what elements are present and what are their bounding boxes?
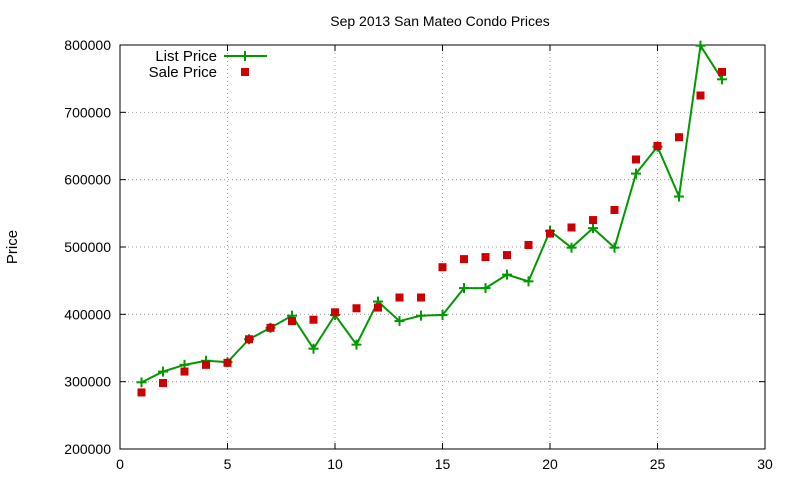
series-layer (136, 40, 727, 397)
sale-price-point (460, 255, 468, 264)
y-tick-label: 300000 (64, 374, 111, 390)
list-price-point (480, 283, 491, 294)
sale-price-point (696, 91, 705, 100)
list-price-point (695, 40, 706, 51)
list-price-point (631, 168, 641, 179)
legend-label: List Price (155, 48, 217, 65)
sale-price-point (395, 293, 404, 302)
y-tick-label: 200000 (64, 441, 111, 457)
list-price-point (437, 310, 448, 321)
list-price-point (158, 366, 168, 377)
sale-price-point (718, 67, 726, 76)
sale-price-point (653, 142, 662, 150)
legend-item-sale-price: Sale Price (149, 64, 249, 81)
list-price-point (609, 242, 620, 253)
legend-marker (240, 51, 250, 61)
list-price-point (351, 339, 362, 350)
list-price-series (136, 40, 727, 388)
list-price-point (523, 276, 534, 287)
y-tick-label: 800000 (64, 37, 111, 53)
y-tick-label: 400000 (64, 306, 111, 322)
list-price-point (674, 191, 684, 202)
sale-price-point (675, 133, 683, 142)
sale-price-point (589, 216, 597, 225)
y-tick-label: 700000 (64, 104, 111, 120)
sale-price-point (417, 293, 425, 302)
sale-price-point (374, 303, 382, 312)
list-price-point (136, 377, 147, 388)
sale-price-point (137, 388, 146, 397)
list-price-line (141, 42, 723, 384)
list-price-point (394, 316, 405, 327)
legend-marker (241, 68, 249, 76)
axis-ticks: 200000 300000 400000 500000 600000 700000 8000… (64, 37, 773, 472)
list-price-point (502, 269, 512, 280)
sale-price-point (352, 304, 361, 313)
legend-item-list-price: List Price (155, 48, 267, 65)
x-tick-label: 25 (650, 456, 666, 472)
list-price-point (588, 223, 598, 234)
sale-price-point (159, 379, 167, 388)
x-tick-label: 20 (542, 456, 558, 472)
x-tick-label: 10 (327, 456, 343, 472)
list-price-point (566, 242, 577, 253)
x-tick-label: 0 (116, 456, 124, 472)
list-price-point (416, 310, 426, 321)
x-tick-label: 5 (224, 456, 232, 472)
y-tick-label: 500000 (64, 239, 111, 255)
sale-price-point (546, 229, 554, 238)
sale-price-point (180, 367, 189, 376)
sale-price-point (245, 335, 253, 344)
sale-price-point (567, 223, 576, 232)
sale-price-point (331, 308, 339, 317)
plot-frame (119, 44, 766, 450)
sale-price-series (137, 67, 726, 397)
x-tick-label: 30 (757, 456, 773, 472)
gridlines (120, 45, 765, 449)
sale-price-point (524, 240, 533, 249)
legend-label: Sale Price (149, 64, 217, 81)
sale-price-point (503, 251, 511, 260)
sale-price-point (438, 263, 447, 272)
sale-price-point (288, 317, 296, 326)
sale-price-point (610, 205, 619, 214)
sale-price-point (632, 155, 640, 164)
x-tick-label: 15 (435, 456, 451, 472)
chart-title: Sep 2013 San Mateo Condo Prices (330, 13, 549, 29)
y-axis-label: Price (4, 230, 21, 264)
list-price-point (459, 283, 469, 294)
sale-price-point (202, 360, 210, 369)
sale-price-point (223, 358, 232, 367)
list-price-point (308, 343, 319, 354)
sale-price-point (309, 315, 318, 324)
sale-price-point (266, 323, 275, 332)
list-price-point (717, 74, 727, 85)
sale-price-point (481, 253, 490, 262)
y-tick-label: 600000 (64, 172, 111, 188)
